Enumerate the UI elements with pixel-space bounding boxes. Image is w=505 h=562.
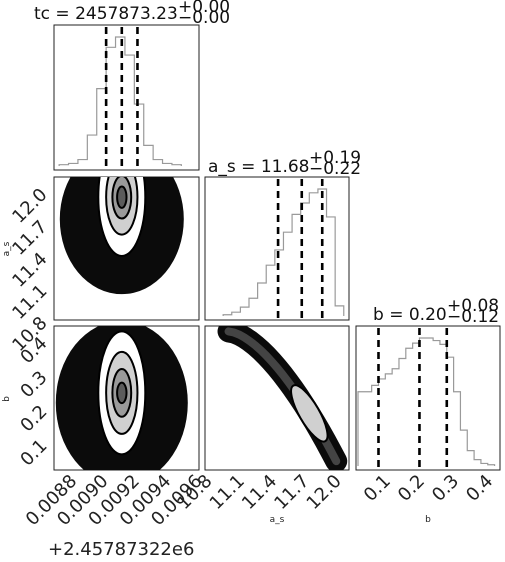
histogram-a_s [222,179,345,318]
title-b: b = 0.20 [373,305,447,325]
title-tc: tc = 2457873.23 [34,4,178,24]
title-a_s-down: −0.22 [309,159,361,179]
title-tc-up: +0.00 [178,0,230,17]
y-axis-label-b: b [2,396,12,402]
histogram-step-a_s [222,188,345,316]
hist-panel-b [355,325,501,471]
x-tick-label-b-1: 0.2 [394,471,429,506]
histogram-step-b [357,337,496,466]
x-tick-label-a_s-1: 11.1 [206,471,249,514]
x-tick-label-b-2: 0.3 [428,471,463,506]
histogram-step-tc [58,36,182,166]
y-tick-label-a_s-3: 11.7 [8,216,51,259]
contour-level-0 [290,384,329,443]
x-tick-label-b-3: 0.4 [462,471,497,506]
x-tick-label-a_s-3: 11.7 [270,471,313,514]
x-axis-label-a_s: a_s [270,515,285,525]
y-tick-label-a_s-2: 11.4 [8,249,51,292]
y-tick-label-b-0: 0.1 [16,435,51,470]
density-a_s-b [217,326,348,470]
histogram-tc [58,27,182,168]
title-a_s-up: +0.19 [309,148,361,168]
x-tick-label-b-0: 0.1 [360,471,395,506]
y-tick-label-b-2: 0.3 [16,367,51,402]
x-axis-offset-tc: +2.45787322e6 [48,539,194,560]
title-b-down: −0.12 [447,307,499,327]
contour-level-3 [116,185,128,209]
y-tick-label-b-1: 0.2 [16,401,51,436]
density-tc-b [55,326,188,470]
x-axis-label-b: b [425,515,431,525]
histogram-b [357,328,496,468]
title-b-up: +0.08 [447,296,499,316]
y-axis-label-a_s: a_s [2,241,12,256]
contour-level-3 [116,381,128,405]
title-a_s: a_s = 11.68 [208,157,310,177]
title-tc-down: −0.00 [178,8,230,28]
density-tc-a_s [59,177,184,295]
x-tick-label-a_s-4: 12.0 [303,471,346,514]
y-tick-label-a_s-4: 12.0 [8,184,51,227]
scatter-panel-a_s-b [204,325,350,471]
y-tick-label-a_s-1: 11.1 [8,281,51,324]
x-tick-label-a_s-2: 11.4 [238,471,281,514]
hist-panel-tc [53,24,200,171]
hist-panel-a_s [204,176,350,321]
